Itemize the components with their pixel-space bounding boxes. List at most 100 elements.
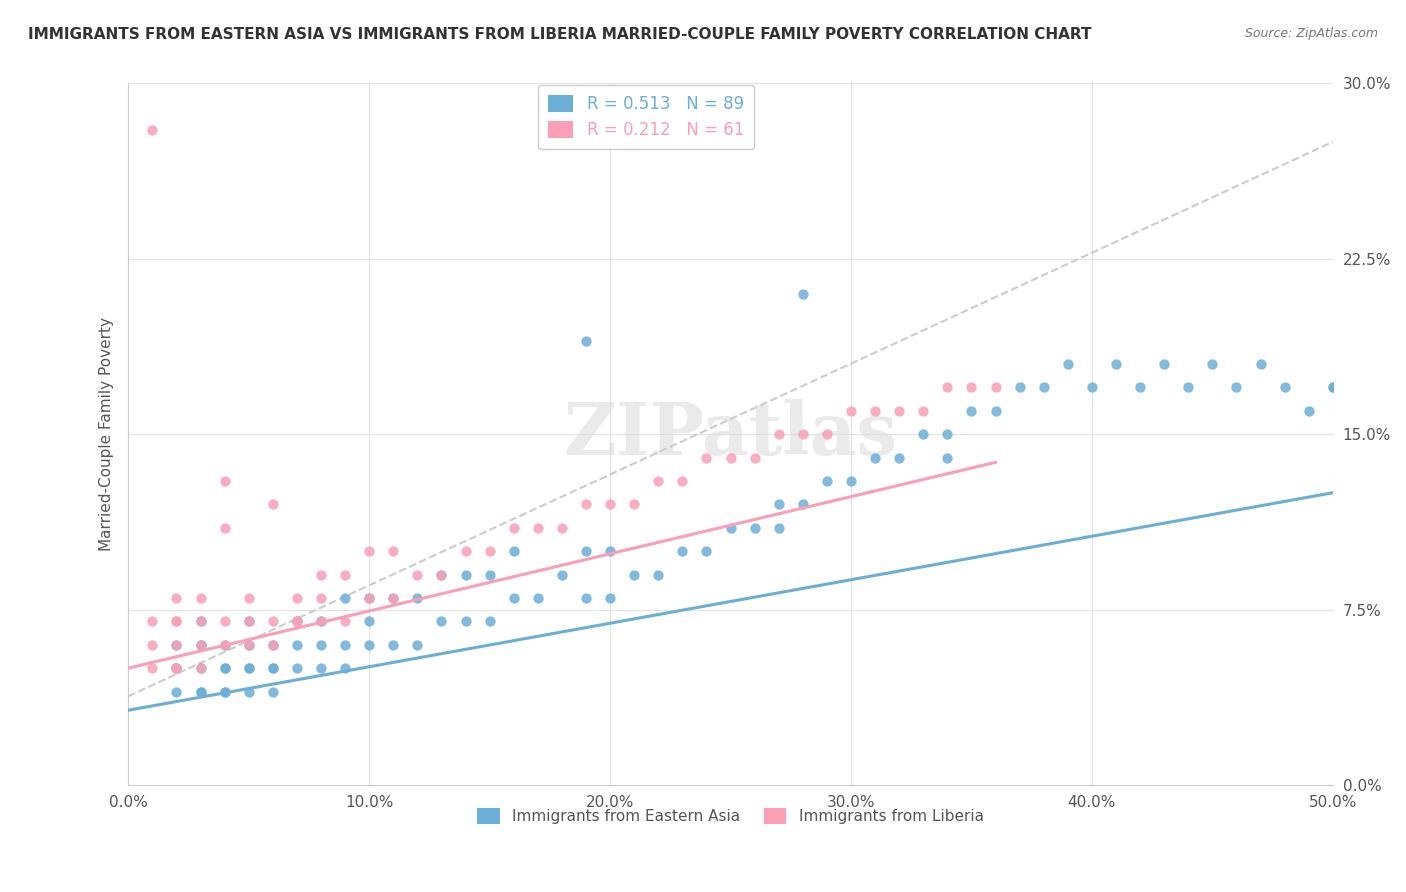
Point [1322, 380, 1344, 394]
Point [262, 498, 284, 512]
Point [502, 521, 524, 535]
Point [671, 544, 693, 558]
Point [165, 615, 187, 629]
Point [262, 638, 284, 652]
Point [912, 427, 935, 442]
Point [190, 684, 212, 698]
Point [190, 615, 212, 629]
Point [623, 567, 645, 582]
Point [984, 380, 1007, 394]
Point [575, 591, 598, 605]
Point [406, 591, 429, 605]
Point [1129, 380, 1152, 394]
Point [359, 638, 381, 652]
Point [165, 615, 187, 629]
Point [575, 544, 598, 558]
Point [190, 638, 212, 652]
Point [382, 544, 405, 558]
Point [889, 450, 911, 465]
Point [262, 615, 284, 629]
Point [695, 544, 717, 558]
Point [1250, 357, 1272, 371]
Point [165, 638, 187, 652]
Point [744, 521, 766, 535]
Point [285, 661, 308, 675]
Point [333, 661, 356, 675]
Point [214, 521, 236, 535]
Point [454, 567, 477, 582]
Point [141, 123, 163, 137]
Point [333, 615, 356, 629]
Point [695, 450, 717, 465]
Point [526, 591, 548, 605]
Point [960, 380, 983, 394]
Point [238, 591, 260, 605]
Point [285, 615, 308, 629]
Point [720, 521, 742, 535]
Point [190, 661, 212, 675]
Point [1105, 357, 1128, 371]
Point [214, 474, 236, 488]
Point [238, 638, 260, 652]
Text: IMMIGRANTS FROM EASTERN ASIA VS IMMIGRANTS FROM LIBERIA MARRIED-COUPLE FAMILY PO: IMMIGRANTS FROM EASTERN ASIA VS IMMIGRAN… [28, 27, 1091, 42]
Point [839, 474, 862, 488]
Point [454, 544, 477, 558]
Point [165, 661, 187, 675]
Point [262, 661, 284, 675]
Text: ZIPatlas: ZIPatlas [564, 399, 897, 470]
Point [214, 684, 236, 698]
Point [141, 638, 163, 652]
Point [984, 404, 1007, 418]
Point [165, 661, 187, 675]
Point [647, 567, 669, 582]
Point [214, 684, 236, 698]
Point [190, 684, 212, 698]
Point [815, 427, 838, 442]
Point [768, 498, 790, 512]
Point [1032, 380, 1054, 394]
Point [238, 615, 260, 629]
Point [382, 638, 405, 652]
Point [1008, 380, 1031, 394]
Point [430, 567, 453, 582]
Point [165, 591, 187, 605]
Point [141, 661, 163, 675]
Point [1177, 380, 1199, 394]
Point [1298, 404, 1320, 418]
Point [575, 334, 598, 348]
Point [165, 638, 187, 652]
Text: Source: ZipAtlas.com: Source: ZipAtlas.com [1244, 27, 1378, 40]
Point [262, 638, 284, 652]
Point [478, 615, 501, 629]
Point [406, 638, 429, 652]
Point [839, 404, 862, 418]
Point [309, 615, 332, 629]
Point [382, 591, 405, 605]
Point [430, 615, 453, 629]
Point [1201, 357, 1223, 371]
Point [238, 661, 260, 675]
Point [502, 591, 524, 605]
Point [815, 474, 838, 488]
Point [333, 567, 356, 582]
Point [165, 684, 187, 698]
Point [551, 521, 574, 535]
Point [285, 591, 308, 605]
Point [190, 615, 212, 629]
Point [309, 591, 332, 605]
Point [190, 638, 212, 652]
Point [285, 615, 308, 629]
Point [309, 638, 332, 652]
Point [141, 615, 163, 629]
Point [599, 591, 621, 605]
Point [936, 380, 959, 394]
Point [359, 544, 381, 558]
Point [309, 615, 332, 629]
Point [309, 661, 332, 675]
Legend: Immigrants from Eastern Asia, Immigrants from Liberia: Immigrants from Eastern Asia, Immigrants… [468, 799, 993, 834]
Point [1322, 380, 1344, 394]
Point [889, 404, 911, 418]
Point [863, 404, 886, 418]
Point [792, 287, 814, 301]
Point [744, 450, 766, 465]
